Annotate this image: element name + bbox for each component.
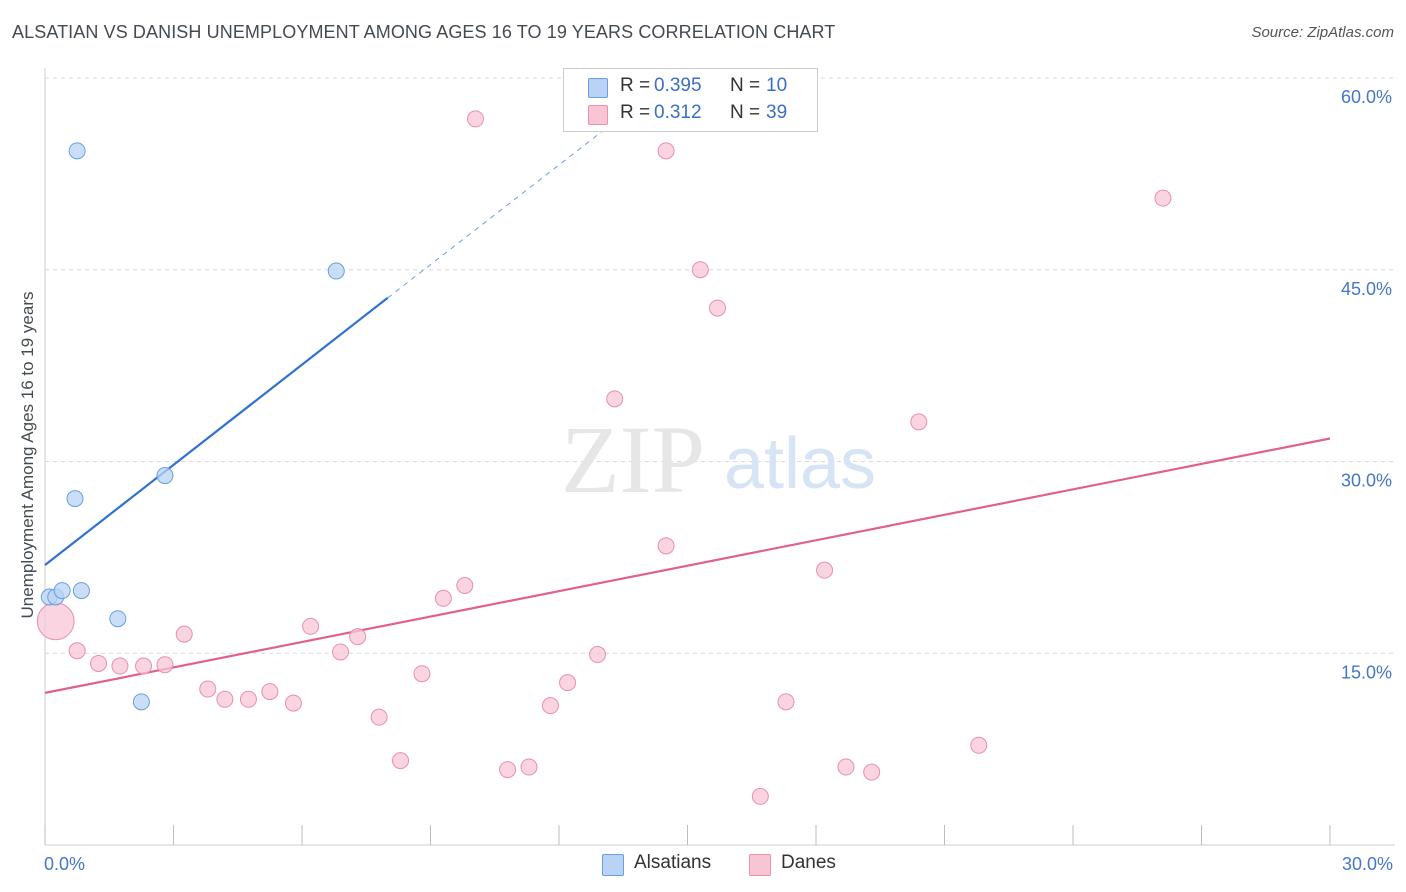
danes-point (816, 561, 834, 579)
danes-legend-swatch (749, 854, 771, 876)
n-value: 10 (766, 75, 788, 96)
alsatians-point (53, 582, 71, 600)
watermark-zip: ZIP (561, 406, 705, 513)
y-tick-label: 45.0% (1341, 279, 1392, 299)
danes-point (370, 708, 388, 726)
danes-point (90, 654, 108, 672)
alsatians-point (327, 262, 345, 280)
tick-labels: 15.0% 30.0% 45.0% 60.0% 0.0% 30.0% (44, 87, 1393, 874)
n-value: 39 (766, 102, 788, 123)
alsatians-point (109, 610, 127, 628)
danes-point (657, 142, 675, 160)
danes-point (332, 643, 350, 661)
danes-point (111, 657, 129, 675)
alsatians-point (132, 693, 150, 711)
danes-point (837, 758, 855, 776)
alsatians-point (68, 142, 86, 160)
watermark-atlas: atlas (724, 424, 876, 504)
danes-point (970, 736, 988, 754)
danes-point (499, 761, 517, 779)
danes-point (708, 299, 726, 317)
alsatians-point (72, 582, 90, 600)
danes-point (284, 694, 302, 712)
r-value: 0.312 (654, 102, 702, 123)
danes-point (413, 665, 431, 683)
alsatians-point (66, 490, 84, 508)
danes-legend-label: Danes (781, 852, 836, 873)
danes-point (216, 690, 234, 708)
danes-point (36, 602, 75, 641)
danes-point (606, 390, 624, 408)
danes-point (302, 617, 320, 635)
danes-point (541, 697, 559, 715)
data-points (36, 110, 1172, 805)
chart-title: ALSATIAN VS DANISH UNEMPLOYMENT AMONG AG… (12, 22, 836, 42)
y-tick-label: 15.0% (1341, 662, 1392, 682)
y-tick-label: 30.0% (1341, 471, 1392, 491)
x-tick-label: 30.0% (1342, 854, 1393, 874)
danes-point (520, 758, 538, 776)
danes-point (466, 110, 484, 128)
trend-lines (44, 64, 1331, 694)
danes-point (68, 642, 86, 660)
correlation-legend: R = 0.395 N = 10 R = 0.312 N = 39 (563, 68, 818, 132)
danes-point (434, 589, 452, 607)
alsatians-legend-swatch (602, 854, 624, 876)
danes-point (156, 656, 174, 674)
danes-point (1154, 189, 1172, 207)
alsatians-point (156, 467, 174, 485)
danes-point (559, 674, 577, 692)
n-label: N = (730, 102, 761, 123)
alsatians-swatch (588, 78, 608, 98)
danes-point (691, 261, 709, 279)
danes-point (349, 628, 367, 646)
danes-point (589, 646, 607, 664)
x-tick-label: 0.0% (44, 854, 85, 874)
danes-point (657, 537, 675, 555)
danes-trend-line (44, 437, 1331, 694)
danes-point (751, 787, 769, 805)
r-label: R = (620, 75, 651, 96)
alsatians-legend-label: Alsatians (634, 852, 712, 873)
y-tick-label: 60.0% (1341, 87, 1392, 107)
source-label: Source: ZipAtlas.com (1251, 24, 1394, 41)
danes-point (239, 690, 257, 708)
n-label: N = (730, 75, 761, 96)
danes-point (777, 693, 795, 711)
r-label: R = (620, 102, 651, 123)
danes-swatch (588, 105, 608, 125)
danes-point (135, 657, 153, 675)
danes-point (910, 413, 928, 431)
alsatians-trend-extension (387, 64, 688, 299)
axes (44, 68, 1395, 846)
watermark: ZIP atlas (561, 406, 876, 513)
r-value: 0.395 (654, 75, 702, 96)
danes-point (392, 752, 410, 770)
danes-point (261, 683, 279, 701)
danes-point (863, 763, 881, 781)
alsatians-trend-line (44, 297, 389, 566)
danes-point (175, 625, 193, 643)
danes-point (456, 576, 474, 594)
danes-point (199, 680, 217, 698)
grid-lines (45, 77, 1395, 654)
